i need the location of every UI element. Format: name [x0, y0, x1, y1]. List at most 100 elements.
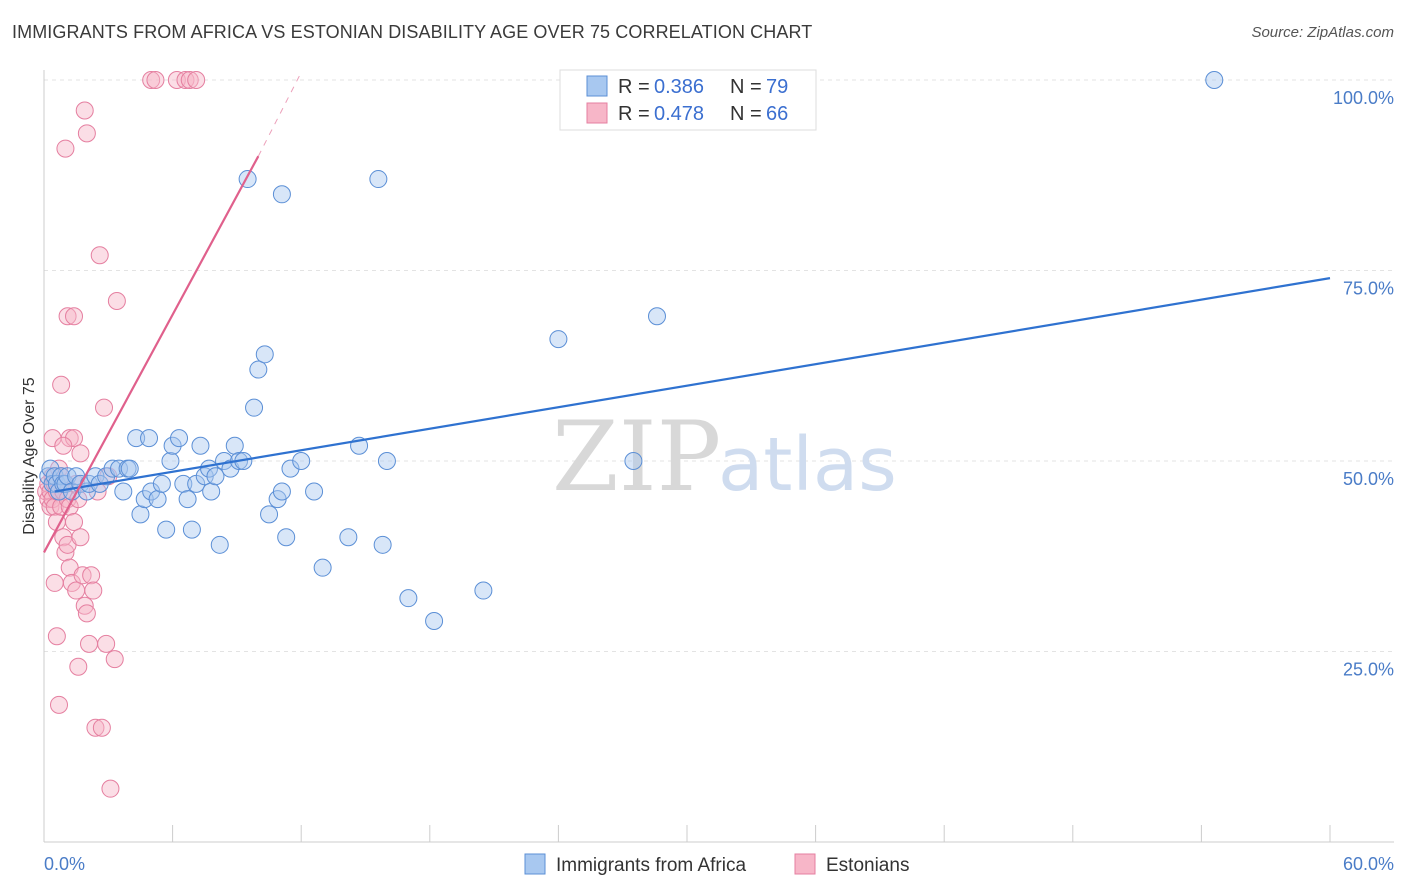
estonian-point-24: [65, 512, 84, 531]
estonian-point-28: [71, 528, 90, 547]
africa-point-57: [292, 452, 311, 470]
estonian-point-42: [65, 429, 84, 448]
estonian-point-36: [95, 398, 114, 417]
legend-r-value-estonian: 0.478: [654, 103, 704, 125]
estonian-point-57: [176, 71, 195, 89]
africa-point-56: [281, 459, 300, 478]
africa-point-28: [148, 490, 167, 509]
africa-point-46: [225, 436, 244, 455]
watermark-zip: ZIP: [552, 401, 721, 513]
africa-point-54: [272, 482, 291, 501]
estonian-point-63: [69, 657, 88, 676]
africa-point-65: [549, 330, 568, 349]
africa-point-35: [178, 490, 197, 509]
estonian-point-53: [77, 124, 96, 143]
estonian-point-33: [82, 566, 101, 585]
bottom-legend-label-africa: Immigrants from Africa: [556, 855, 746, 876]
estonian-point-45: [47, 627, 66, 646]
legend-r-label-africa: R =: [618, 76, 650, 98]
watermark: ZIP atlas: [552, 401, 897, 513]
source-label: Source: ZipAtlas.com: [1251, 24, 1394, 41]
africa-point-26: [140, 429, 159, 448]
bottom-legend-label-estonian: Estonians: [826, 855, 909, 876]
africa-point-51: [255, 345, 274, 364]
estonian-point-43: [52, 375, 71, 394]
estonian-point-41: [60, 429, 79, 448]
africa-point-41: [202, 482, 221, 501]
africa-point-32: [163, 436, 182, 455]
estonian-point-4: [41, 497, 60, 516]
estonian-point-55: [146, 71, 165, 89]
africa-point-58: [305, 482, 324, 501]
estonian-point-46: [50, 695, 69, 714]
africa-point-23: [127, 429, 146, 448]
gridlines: [44, 79, 1394, 652]
africa-point-20: [114, 482, 133, 501]
y-axis-label: Disability Age Over 75: [21, 377, 38, 535]
africa-point-43: [210, 535, 229, 554]
africa-point-66: [624, 452, 643, 470]
africa-point-49: [245, 398, 264, 417]
africa-point-36: [182, 520, 201, 539]
legend-n-value-estonian: 66: [766, 103, 788, 125]
africa-point-24: [131, 505, 150, 524]
bottom-legend-swatch-estonian: [794, 853, 816, 875]
legend-n-label-africa: N =: [730, 76, 762, 98]
africa-point-27: [142, 482, 161, 501]
estonian-point-54: [142, 71, 161, 89]
estonian-point-49: [90, 246, 109, 265]
africa-point-61: [373, 535, 392, 554]
africa-trendline: [54, 277, 1331, 493]
y-tick-label-0: 25.0%: [1343, 660, 1394, 680]
x-ticks: [43, 825, 1331, 842]
estonian-point-39: [105, 650, 124, 669]
africa-point-71: [272, 185, 291, 204]
africa-point-55: [277, 528, 296, 547]
legend-swatch-estonian: [586, 102, 608, 124]
estonian-point-31: [77, 604, 96, 623]
africa-point-60: [339, 528, 358, 547]
africa-point-38: [191, 436, 210, 455]
estonian-point-51: [56, 139, 75, 158]
legend-n-label-estonian: N =: [730, 103, 762, 125]
estonian-trendline: [43, 155, 260, 553]
axes: [43, 70, 1394, 843]
africa-point-62: [399, 589, 418, 608]
estonian-point-48: [65, 307, 84, 326]
estonian-trendline-extension: [257, 72, 302, 157]
estonian-point-34: [84, 581, 103, 600]
estonian-point-47: [58, 307, 77, 326]
estonian-point-30: [75, 596, 94, 615]
estonian-point-60: [86, 718, 105, 737]
africa-point-22: [120, 459, 139, 478]
africa-point-73: [1205, 71, 1224, 89]
legend-r-value-africa: 0.386: [654, 76, 704, 98]
top-legend: R = 0.386 N = 79 R = 0.478 N = 66: [559, 69, 817, 131]
estonian-point-61: [92, 718, 111, 737]
africa-point-63: [425, 612, 444, 631]
africa-point-30: [157, 520, 176, 539]
y-tick-labels: 25.0% 50.0% 75.0% 100.0%: [1333, 88, 1394, 680]
legend-n-value-africa: 79: [766, 76, 788, 98]
x-tick-label-1: 60.0%: [1343, 854, 1394, 874]
legend-swatch-africa: [586, 75, 608, 97]
africa-point-67: [647, 307, 666, 326]
africa-point-50: [249, 360, 268, 379]
estonian-point-64: [54, 436, 73, 455]
watermark-atlas: atlas: [718, 422, 897, 508]
estonian-point-65: [71, 444, 90, 463]
africa-point-29: [152, 474, 171, 493]
bottom-legend-swatch-africa: [524, 853, 546, 875]
estonian-point-37: [97, 634, 116, 653]
estonian-point-52: [75, 101, 94, 120]
africa-point-64: [474, 581, 493, 600]
africa-point-34: [174, 474, 193, 493]
trendlines: [43, 72, 1331, 553]
y-tick-label-2: 75.0%: [1343, 279, 1394, 299]
y-tick-label-1: 50.0%: [1343, 469, 1394, 489]
africa-point-59: [313, 558, 332, 577]
estonian-point-32: [80, 634, 99, 653]
estonian-point-62: [101, 779, 120, 798]
estonian-point-26: [67, 581, 86, 600]
africa-point-31: [161, 452, 180, 470]
